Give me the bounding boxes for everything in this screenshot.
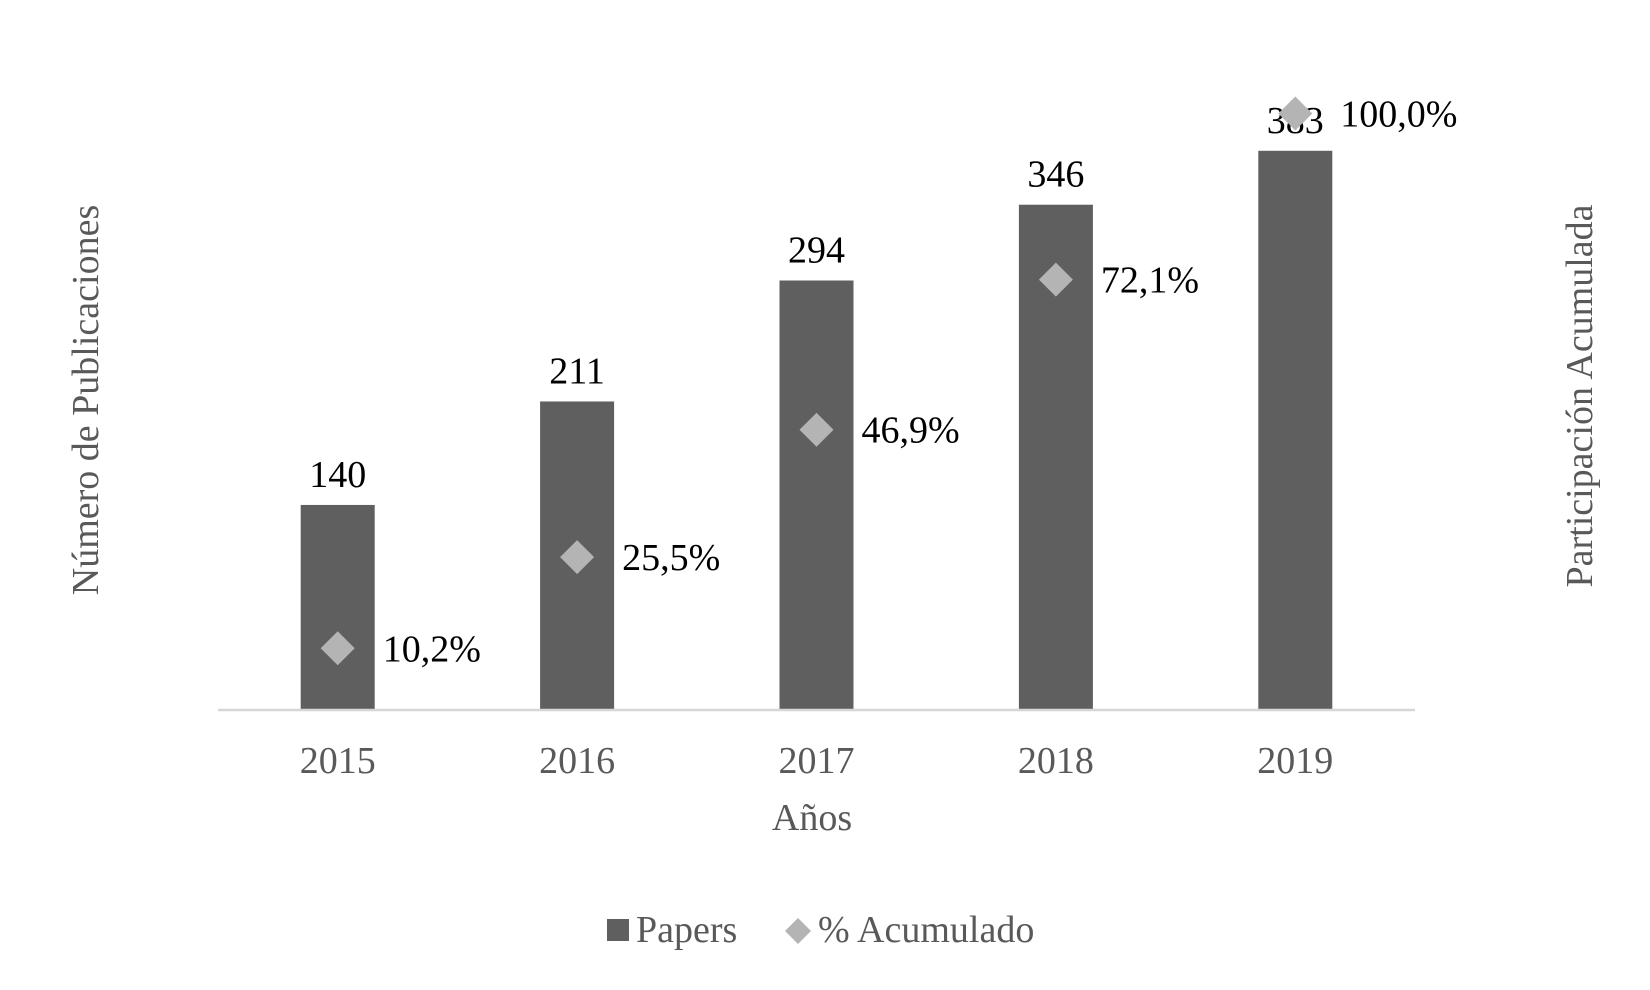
x-tick-2018: 2018 bbox=[1018, 740, 1094, 782]
y-axis-title: Número de Publicaciones bbox=[65, 205, 107, 595]
bar-2017 bbox=[779, 280, 854, 709]
marker-label-2019: 100,0% bbox=[1340, 94, 1457, 136]
marker-label-2017: 46,9% bbox=[862, 410, 960, 452]
marker-2017 bbox=[799, 412, 834, 447]
legend: Papers % Acumulado bbox=[607, 909, 1034, 951]
bar-labels-layer: 140211294346383 bbox=[309, 100, 1324, 496]
legend-label-acumulado: % Acumulado bbox=[818, 909, 1034, 951]
marker-labels-layer: 10,2% 25,5% 46,9% 72,1% 100,0% bbox=[383, 94, 1458, 671]
bar-2015 bbox=[300, 504, 375, 709]
bar-label-2016: 211 bbox=[549, 350, 605, 392]
marker-2019 bbox=[1278, 96, 1313, 131]
marker-label-2015: 10,2% bbox=[383, 628, 481, 670]
x-axis-title: Años bbox=[772, 797, 852, 839]
bar-label-2018: 346 bbox=[1027, 154, 1084, 196]
x-tick-2019: 2019 bbox=[1257, 740, 1333, 782]
y2-axis-title: Participación Acumulada bbox=[1559, 204, 1601, 587]
marker-2018 bbox=[1038, 262, 1073, 297]
marker-2015 bbox=[320, 631, 355, 666]
x-tick-2016: 2016 bbox=[539, 740, 615, 782]
legend-swatch-papers bbox=[607, 919, 629, 941]
bar-label-2017: 294 bbox=[788, 229, 845, 271]
marker-label-2018: 72,1% bbox=[1101, 260, 1199, 302]
legend-label-papers: Papers bbox=[636, 909, 737, 951]
marker-label-2016: 25,5% bbox=[622, 537, 720, 579]
bar-label-2015: 140 bbox=[309, 454, 366, 496]
legend-swatch-acumulado bbox=[785, 918, 811, 944]
x-tick-2017: 2017 bbox=[779, 740, 855, 782]
x-tick-labels: 2015 2016 2017 2018 2019 bbox=[300, 740, 1334, 782]
marker-2016 bbox=[560, 540, 595, 575]
x-tick-2015: 2015 bbox=[300, 740, 376, 782]
bar-2019 bbox=[1258, 150, 1333, 710]
markers-layer bbox=[320, 96, 1313, 666]
